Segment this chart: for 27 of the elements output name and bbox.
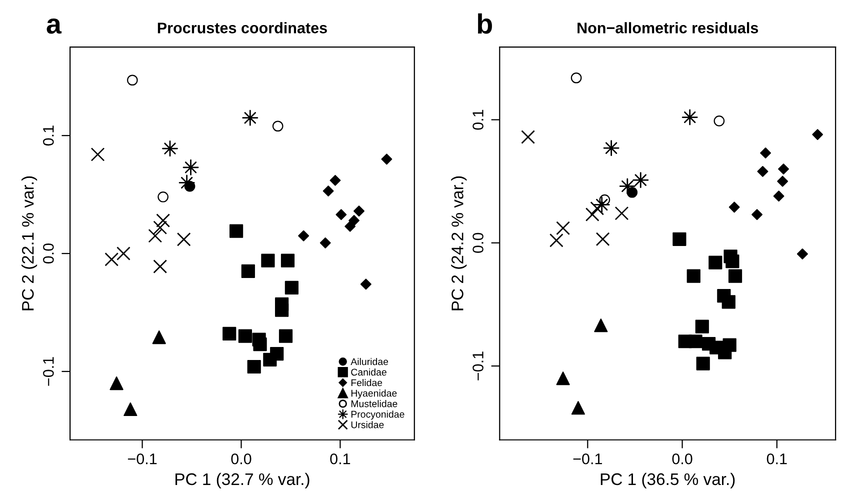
legend-label: Ursidae: [351, 421, 384, 428]
chart-title: Procrustes coordinates: [158, 22, 327, 34]
legend-label: Procyonidae: [351, 410, 404, 420]
y-tick-label: 0.1: [472, 110, 484, 130]
y-axis-title: PC 2 (24.2 % var.): [451, 176, 467, 310]
y-tick-label: −0.1: [43, 357, 54, 386]
legend-label: Canidae: [351, 368, 386, 376]
x-tick-label: 0.1: [330, 453, 350, 464]
chart-title: Non−allometric residuals: [578, 22, 758, 34]
text: b: [478, 13, 492, 34]
x-tick-label: 0.1: [766, 453, 787, 464]
x-tick-label: 0.0: [231, 453, 252, 464]
x-axis-title: PC 1 (36.5 % var.): [600, 472, 735, 488]
x-tick-label: −0.1: [128, 453, 157, 464]
y-tick-label: 0.0: [43, 243, 54, 264]
text: a: [46, 18, 62, 34]
y-axis-title: PC 2 (22.1 % var.): [22, 176, 38, 310]
legend-label: Mustelidae: [351, 400, 398, 408]
legend-label: Felidae: [351, 379, 382, 386]
y-tick-label: −0.1: [472, 352, 484, 380]
legend-label: Ailuridae: [350, 358, 388, 366]
x-tick-label: 0.0: [672, 453, 692, 464]
y-tick-label: 0.0: [472, 232, 484, 253]
x-tick-label: −0.1: [573, 453, 602, 464]
y-tick-label: 0.1: [43, 126, 54, 146]
legend-label: Hyaenidae: [351, 390, 397, 399]
x-axis-title: PC 1 (32.7 % var.): [176, 472, 310, 488]
